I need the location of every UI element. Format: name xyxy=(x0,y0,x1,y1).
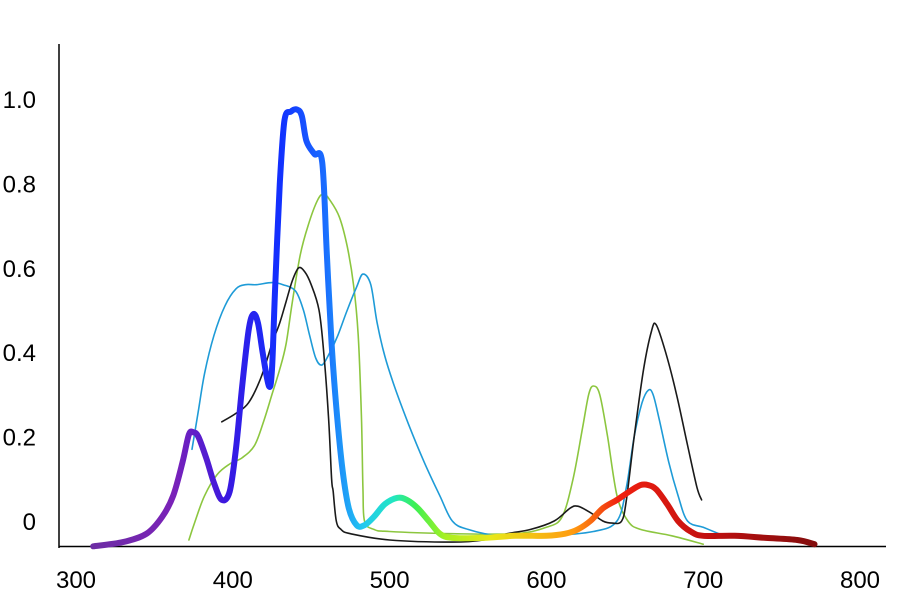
series-line-2 xyxy=(191,273,720,538)
y-tick-label: 0 xyxy=(23,509,36,536)
y-tick-label: 0.4 xyxy=(3,340,36,367)
series-line-3 xyxy=(188,193,704,545)
series-line-1 xyxy=(221,266,703,543)
series-layer xyxy=(90,106,818,550)
ticks-layer: 300 400 500 600 700 800 0 0.2 0.4 0.6 0.8 1.0 xyxy=(3,87,880,594)
x-tick-label: 300 xyxy=(56,567,96,594)
x-tick-label: 500 xyxy=(370,567,410,594)
y-tick-label: 1.0 xyxy=(3,87,36,114)
y-tick-label: 0.2 xyxy=(3,425,36,452)
x-tick-label: 800 xyxy=(840,567,880,594)
x-tick-label: 600 xyxy=(526,567,566,594)
y-tick-label: 0.6 xyxy=(3,256,36,283)
y-tick-label: 0.8 xyxy=(3,171,36,198)
x-tick-label: 400 xyxy=(213,567,253,594)
series-line-rainbow xyxy=(90,106,818,550)
x-tick-label: 700 xyxy=(683,567,723,594)
